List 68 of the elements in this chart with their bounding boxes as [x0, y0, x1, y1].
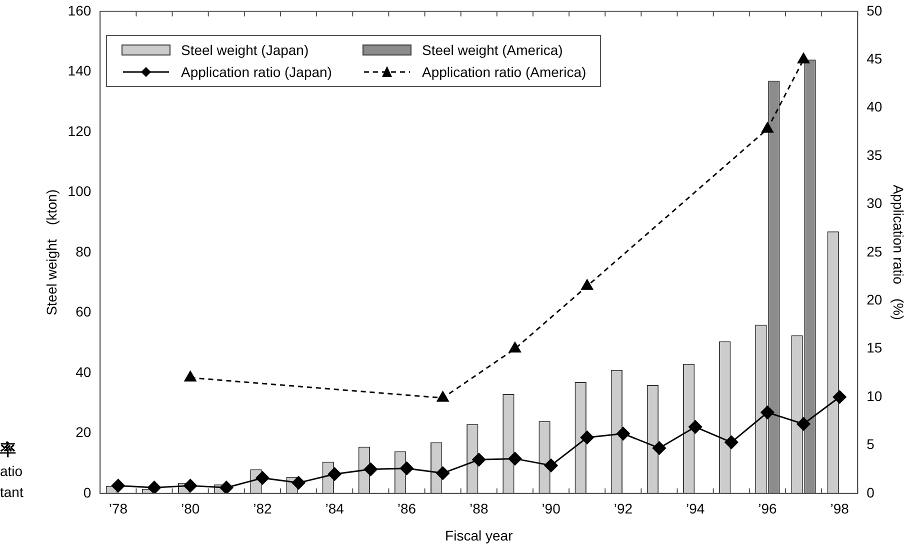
point	[184, 370, 196, 382]
y2-tick-label: 25	[866, 243, 882, 260]
point	[364, 462, 378, 476]
point	[436, 466, 450, 480]
point	[796, 417, 810, 431]
point	[652, 441, 666, 455]
y2-tick-label: 35	[866, 146, 882, 163]
point	[688, 420, 702, 434]
x-tick-label: ’80	[180, 500, 200, 517]
point	[328, 467, 342, 481]
x-tick-label: ’82	[253, 500, 272, 517]
x-tick-label: ’96	[758, 500, 778, 517]
point	[798, 52, 810, 64]
point	[508, 452, 522, 466]
point	[436, 391, 449, 402]
y2-tick-label: 30	[866, 195, 882, 212]
x-tick-label: ’90	[542, 500, 561, 517]
point	[616, 426, 630, 440]
x-tick-label: ’78	[108, 500, 128, 517]
y-tick-label: 20	[76, 424, 92, 440]
legend-label: Application ratio (Japan)	[181, 64, 332, 80]
y2-tick-label: 50	[866, 2, 882, 18]
point	[148, 480, 162, 494]
point	[832, 390, 846, 404]
x-tick-label: ’98	[830, 500, 850, 517]
y-tick-label: 60	[76, 304, 92, 320]
legend-label: Steel weight (Japan)	[181, 42, 309, 58]
y-tick-label: 100	[68, 183, 92, 200]
point	[400, 462, 414, 476]
y-tick-label: 120	[68, 122, 92, 139]
y2-tick-label: 10	[866, 388, 882, 404]
y-axis-title: Steel weight (kton)	[43, 189, 60, 316]
x-tick-label: ’94	[686, 500, 705, 517]
y2-tick-label: 0	[866, 484, 875, 500]
y2-tick-label: 45	[866, 50, 882, 66]
y2-tick-label: 15	[866, 340, 882, 356]
point	[184, 478, 198, 492]
y2-tick-label: 40	[866, 98, 882, 115]
y-tick-label: 40	[76, 364, 92, 380]
x-tick-label: ’84	[325, 500, 344, 517]
y-tick-label: 140	[68, 62, 92, 79]
point	[292, 476, 306, 490]
point	[724, 436, 738, 450]
point	[762, 122, 774, 133]
y2-tick-label: 5	[866, 436, 875, 452]
point	[111, 478, 125, 492]
point	[581, 279, 594, 290]
point	[544, 458, 558, 472]
y-tick-label: 160	[68, 2, 92, 18]
x-tick-label: ’88	[470, 500, 488, 517]
point	[220, 480, 234, 494]
text: atio	[0, 462, 24, 481]
y-tick-label: 80	[76, 243, 92, 260]
text: tant	[0, 483, 24, 502]
point	[580, 430, 594, 444]
legend-label: Application ratio (America)	[422, 64, 586, 80]
point	[509, 342, 521, 353]
x-axis-title: Fiscal year	[445, 527, 514, 544]
y-tick-label: 0	[83, 484, 92, 500]
point	[256, 471, 270, 485]
point	[760, 406, 774, 420]
text: 率	[0, 440, 17, 461]
point	[472, 452, 486, 466]
y2-tick-label: 20	[866, 291, 882, 308]
x-tick-label: ’86	[397, 500, 416, 517]
y2-axis-title: Application ratio (%)	[890, 184, 907, 320]
x-tick-label: ’92	[614, 500, 633, 517]
legend-label: Steel weight (America)	[422, 42, 563, 58]
